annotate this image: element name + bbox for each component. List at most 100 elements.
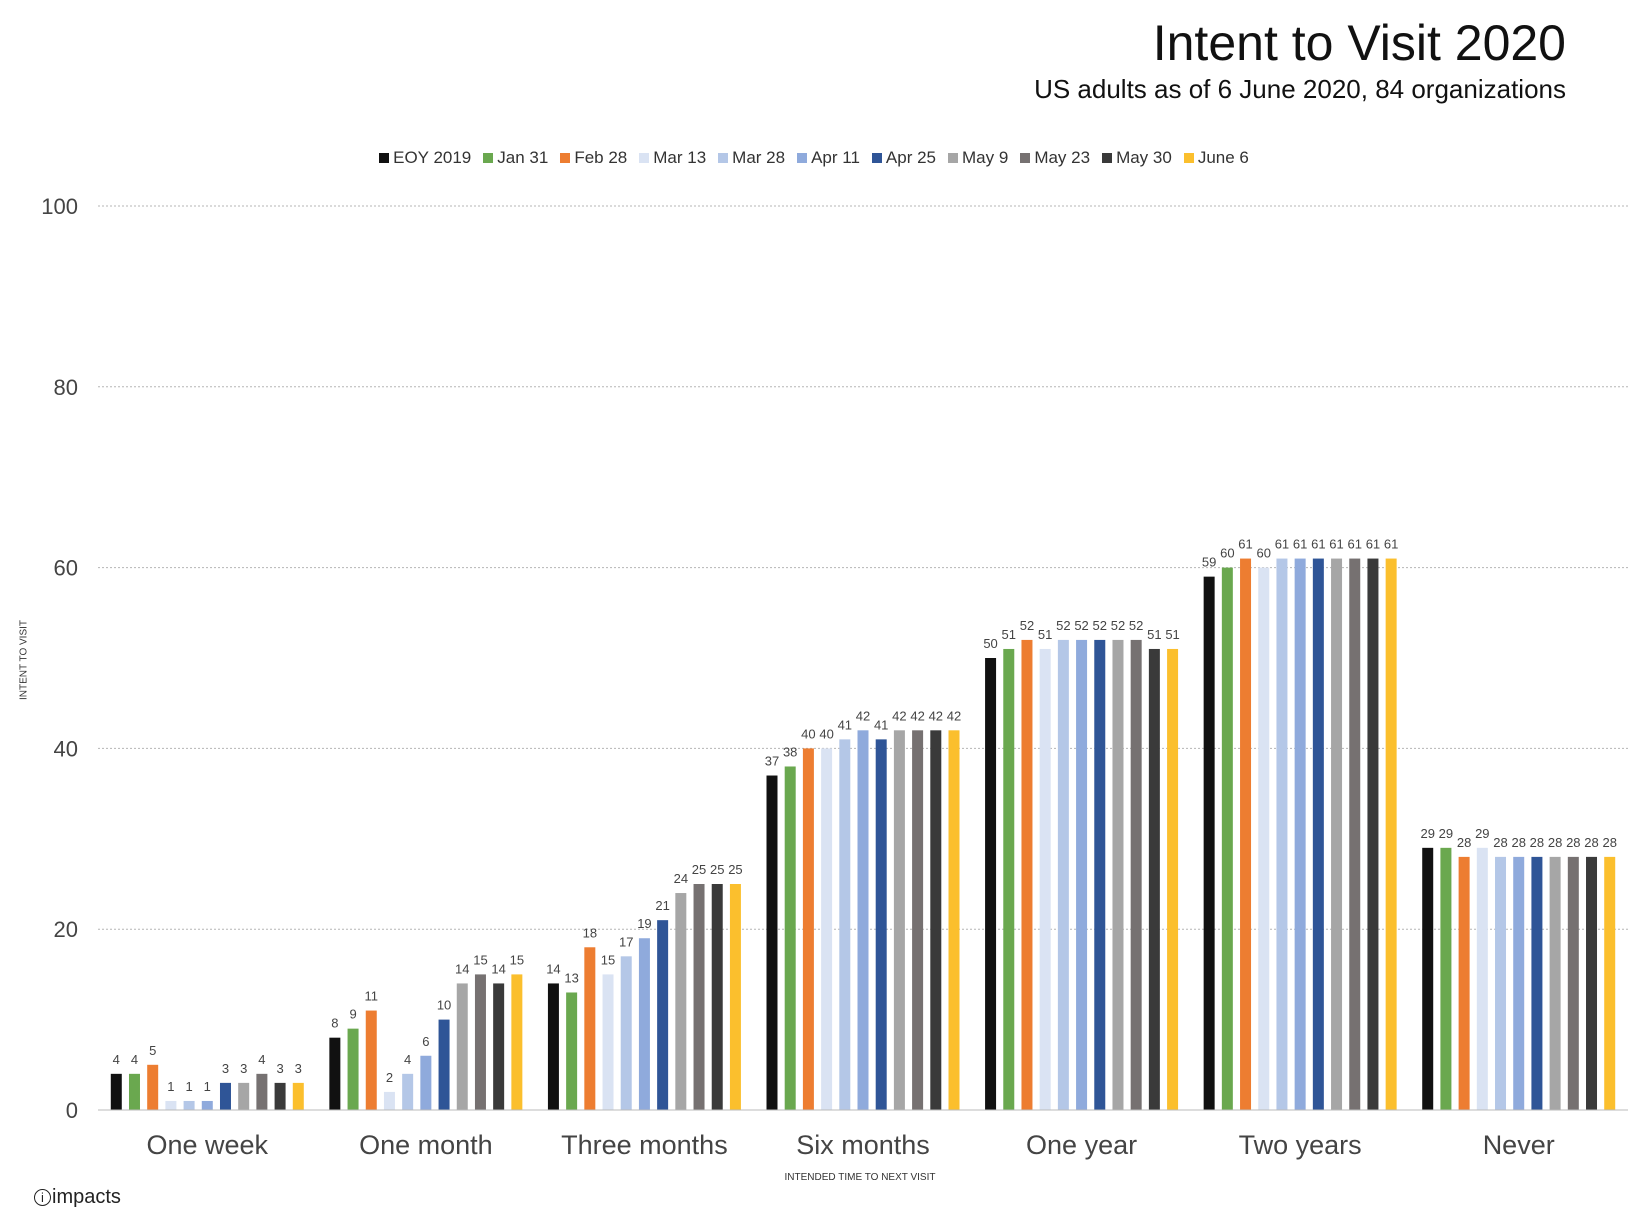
data-label: 4	[113, 1052, 120, 1067]
x-axis-ticks: One week One month Three months Six months O…	[146, 1130, 1554, 1160]
legend: EOY 2019 Jan 31 Feb 28 Mar 13 Mar 28 Apr 11 Ap…	[0, 148, 1628, 168]
data-label: 25	[710, 862, 724, 877]
x-axis-label: INTENDED TIME TO NEXT VISIT	[784, 1172, 936, 1183]
legend-item: Apr 11	[797, 148, 860, 168]
legend-label: Mar 28	[732, 148, 786, 167]
bar	[402, 1073, 414, 1110]
bar	[474, 974, 486, 1110]
bar	[821, 748, 833, 1110]
legend-item: May 23	[1020, 148, 1090, 168]
data-label: 52	[1020, 618, 1034, 633]
chart-subtitle: US adults as of 6 June 2020, 84 organiza…	[1034, 74, 1566, 104]
data-label: 37	[765, 754, 779, 769]
bar	[511, 974, 523, 1110]
data-label: 1	[185, 1079, 192, 1094]
data-label: 3	[295, 1061, 302, 1076]
bar	[1258, 567, 1270, 1110]
bar	[1422, 847, 1434, 1110]
data-label: 17	[619, 934, 633, 949]
bar	[274, 1082, 286, 1110]
data-label: 15	[473, 952, 487, 967]
data-label: 61	[1311, 537, 1325, 552]
legend-label: June 6	[1197, 148, 1249, 167]
bar	[620, 956, 632, 1110]
bar	[1167, 648, 1179, 1110]
bar	[638, 938, 650, 1110]
bar	[857, 730, 869, 1110]
data-label: 15	[601, 952, 615, 967]
data-label: 52	[1056, 618, 1070, 633]
data-label: 61	[1384, 537, 1398, 552]
legend-item: May 9	[948, 148, 1008, 168]
bar	[128, 1073, 140, 1110]
data-label: 4	[258, 1052, 265, 1067]
legend-swatch	[948, 153, 959, 163]
data-label: 8	[331, 1016, 338, 1031]
bar	[1240, 558, 1252, 1110]
bar	[1604, 856, 1616, 1110]
bar	[201, 1100, 213, 1110]
data-label: 28	[1548, 835, 1562, 850]
data-label: 18	[583, 925, 597, 940]
data-label: 14	[546, 961, 560, 976]
legend-swatch	[379, 153, 390, 163]
bar	[1057, 639, 1069, 1110]
bar	[1458, 856, 1470, 1110]
legend-swatch	[718, 153, 729, 163]
legend-swatch	[560, 153, 571, 163]
bar	[802, 748, 814, 1110]
data-label: 41	[838, 717, 852, 732]
legend-label: Apr 25	[885, 148, 937, 167]
data-label: 61	[1293, 537, 1307, 552]
bar	[420, 1055, 432, 1110]
bar	[893, 730, 905, 1110]
data-label: 29	[1439, 826, 1453, 841]
data-label: 3	[222, 1061, 229, 1076]
data-label: 60	[1257, 546, 1271, 561]
data-label: 2	[386, 1070, 393, 1085]
bar	[930, 730, 942, 1110]
y-tick-label: 0	[66, 1098, 78, 1123]
bar	[292, 1082, 304, 1110]
y-tick-label: 100	[41, 194, 78, 219]
legend-swatch	[871, 153, 882, 163]
data-label: 50	[983, 636, 997, 651]
bar	[1094, 639, 1106, 1110]
y-axis-label: INTENT TO VISIT	[18, 619, 30, 701]
bar	[165, 1100, 177, 1110]
data-label: 29	[1420, 826, 1434, 841]
data-label: 40	[819, 726, 833, 741]
data-label: 42	[910, 708, 924, 723]
bar	[584, 947, 596, 1110]
bar	[1567, 856, 1579, 1110]
bar	[1294, 558, 1306, 1110]
bar	[1076, 639, 1088, 1110]
legend-item: June 6	[1183, 148, 1249, 168]
data-label: 4	[131, 1052, 138, 1067]
data-label: 10	[437, 998, 451, 1013]
legend-label: Feb 28	[574, 148, 628, 167]
bar	[110, 1073, 122, 1110]
bar	[675, 893, 687, 1110]
bar	[438, 1019, 450, 1110]
data-label: 51	[1002, 627, 1016, 642]
bar	[948, 730, 960, 1110]
data-label: 52	[1093, 618, 1107, 633]
legend-swatch	[1183, 153, 1194, 163]
logo-text: impacts	[52, 1186, 121, 1208]
bar	[1586, 856, 1598, 1110]
bar	[784, 766, 796, 1110]
legend-item: May 30	[1102, 148, 1172, 168]
legend-label: Apr 11	[811, 148, 860, 167]
data-label: 1	[204, 1079, 211, 1094]
data-label: 29	[1475, 826, 1489, 841]
data-label: 40	[801, 726, 815, 741]
legend-item: EOY 2019	[379, 148, 471, 168]
bar	[1148, 648, 1160, 1110]
data-label: 42	[947, 708, 961, 723]
legend-label: Mar 13	[653, 148, 707, 167]
data-label: 28	[1530, 835, 1544, 850]
bar	[1021, 639, 1033, 1110]
y-axis-ticks: 0 20 40 60 80 100	[41, 194, 78, 1123]
bar	[766, 775, 778, 1110]
